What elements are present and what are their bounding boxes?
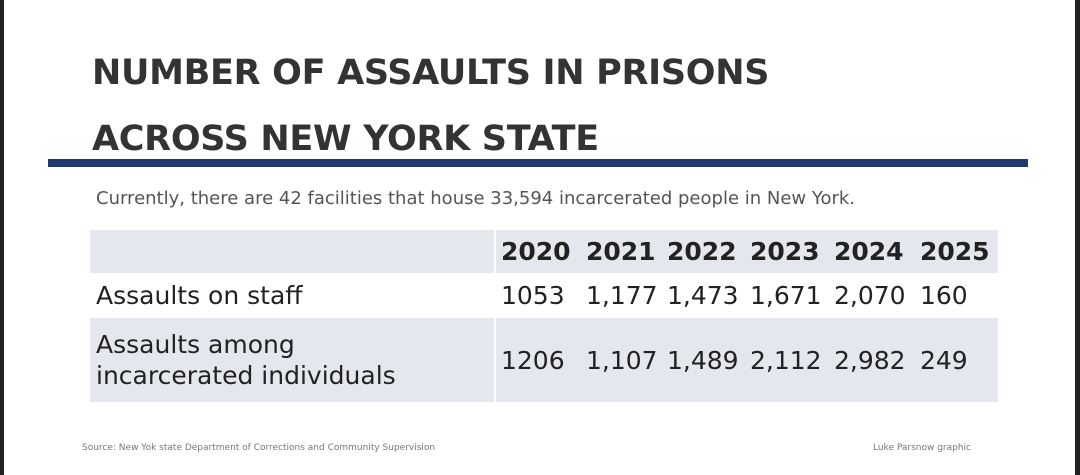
source-note: Source: New Yok state Department of Corr… [82, 443, 436, 453]
cell-value: 2,112 [750, 345, 822, 375]
cell-value: 1,107 [586, 345, 658, 375]
row-label-line: Assaults among [96, 330, 295, 359]
table-header-row: 2020 2021 2022 2023 2024 2025 [90, 230, 998, 273]
page-title: NUMBER OF ASSAULTS IN PRISONS ACROSS NEW… [92, 40, 769, 172]
header-year: 2025 [920, 237, 990, 266]
cell-value: 1206 [501, 345, 565, 375]
title-line-2: ACROSS NEW YORK STATE [92, 119, 599, 159]
cell-value: 2,982 [834, 345, 906, 375]
right-border [1075, 0, 1080, 475]
cell-value: 1,177 [586, 281, 658, 310]
cell-value: 2,070 [834, 281, 906, 310]
left-border [0, 0, 4, 475]
header-year: 2022 [667, 237, 737, 266]
title-divider [48, 159, 1028, 167]
header-year: 2023 [750, 237, 820, 266]
row-label: Assaults among incarcerated individuals [90, 318, 496, 402]
cell-value: 249 [920, 345, 968, 375]
table-row: Assaults on staff 1053 1,177 1,473 1,671… [90, 273, 998, 318]
table-row: Assaults among incarcerated individuals … [90, 318, 998, 402]
title-line-1: NUMBER OF ASSAULTS IN PRISONS [92, 53, 770, 93]
cell-value: 1,473 [667, 281, 739, 310]
assaults-table: 2020 2021 2022 2023 2024 2025 Assaults o… [90, 230, 998, 402]
header-year: 2024 [834, 237, 904, 266]
cell-value: 1,671 [750, 281, 822, 310]
cell-value: 1053 [501, 281, 565, 310]
header-year: 2021 [586, 237, 656, 266]
header-year: 2020 [501, 237, 571, 266]
row-label: Assaults on staff [90, 273, 496, 318]
subtitle: Currently, there are 42 facilities that … [96, 188, 856, 209]
graphic-credit: Luke Parsnow graphic [873, 443, 972, 453]
cell-value: 1,489 [667, 345, 739, 375]
header-blank [90, 230, 496, 273]
cell-value: 160 [920, 281, 968, 310]
row-label-line: incarcerated individuals [96, 361, 396, 390]
